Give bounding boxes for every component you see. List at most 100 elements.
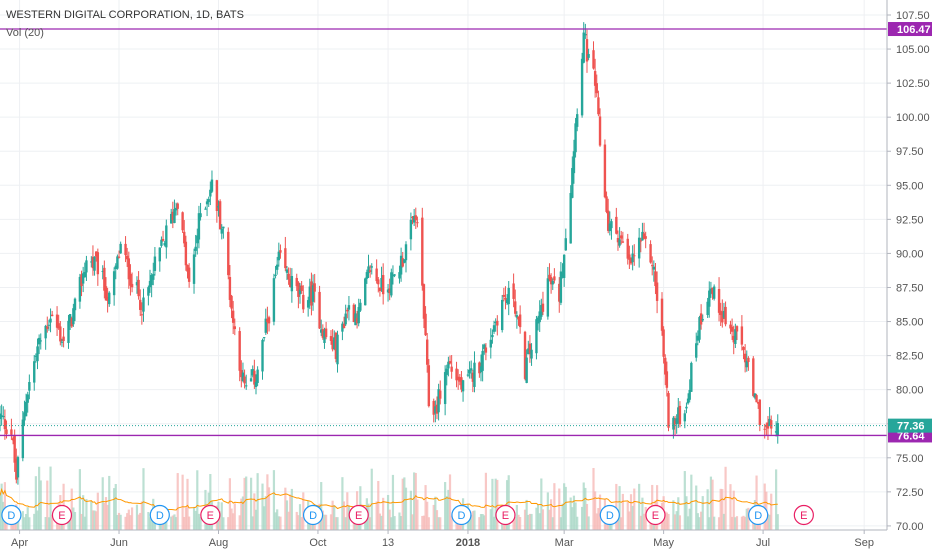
candle-body[interactable] (756, 401, 760, 404)
candle-body[interactable] (641, 231, 644, 241)
candle-body[interactable] (311, 285, 315, 302)
candle-body[interactable] (378, 287, 382, 292)
candle-body[interactable] (479, 366, 483, 373)
candle-body[interactable] (667, 393, 670, 428)
candle-body[interactable] (324, 328, 328, 338)
candle-body[interactable] (284, 248, 287, 269)
candle-body[interactable] (770, 420, 773, 429)
candle-body[interactable] (104, 286, 108, 301)
candle-body[interactable] (60, 341, 64, 343)
candle-body[interactable] (683, 413, 687, 422)
candle-body[interactable] (359, 302, 362, 311)
candle-body[interactable] (101, 270, 104, 272)
candle-body[interactable] (655, 282, 659, 301)
candle-body[interactable] (266, 318, 269, 323)
candle-body[interactable] (11, 438, 15, 441)
candle-body[interactable] (708, 290, 711, 307)
candle-body[interactable] (298, 289, 302, 295)
candle-body[interactable] (210, 179, 214, 192)
candle-body[interactable] (747, 357, 750, 363)
candle-body[interactable] (24, 401, 28, 417)
candle-body[interactable] (585, 39, 589, 62)
candle-body[interactable] (458, 377, 462, 382)
candle-body[interactable] (150, 274, 153, 286)
candle-body[interactable] (592, 50, 595, 69)
candle-body[interactable] (95, 251, 98, 257)
candle-body[interactable] (272, 278, 276, 322)
candle-body[interactable] (698, 317, 701, 340)
candle-body[interactable] (742, 347, 745, 350)
candle-body[interactable] (398, 272, 401, 279)
candle-body[interactable] (320, 329, 323, 333)
candle-body[interactable] (192, 254, 196, 284)
candle-body[interactable] (331, 339, 334, 350)
candle-body[interactable] (130, 283, 134, 288)
candle-body[interactable] (502, 294, 506, 297)
candle-body[interactable] (279, 250, 282, 253)
candle-body[interactable] (561, 272, 564, 277)
candle-body[interactable] (608, 223, 612, 232)
candle-body[interactable] (535, 319, 538, 354)
dividend-marker[interactable]: D (149, 504, 170, 526)
candle-body[interactable] (205, 201, 209, 205)
candle-body[interactable] (142, 297, 145, 312)
candle-body[interactable] (507, 287, 510, 305)
candle-body[interactable] (517, 316, 520, 320)
candle-body[interactable] (334, 332, 338, 359)
candle-body[interactable] (261, 340, 264, 372)
candle-body[interactable] (73, 298, 77, 311)
candle-body[interactable] (603, 144, 607, 198)
candle-body[interactable] (711, 287, 714, 295)
candle-body[interactable] (80, 274, 83, 287)
candle-body[interactable] (230, 295, 233, 309)
candle-body[interactable] (181, 212, 184, 231)
candle-body[interactable] (13, 435, 16, 463)
candle-body[interactable] (719, 310, 722, 316)
candle-body[interactable] (564, 238, 567, 251)
candle-body[interactable] (401, 258, 404, 267)
candle-body[interactable] (743, 353, 747, 363)
candle-body[interactable] (724, 306, 727, 325)
candle-body[interactable] (129, 273, 132, 286)
candle-body[interactable] (160, 239, 163, 246)
candle-body[interactable] (119, 243, 122, 254)
candle-body[interactable] (39, 340, 42, 342)
candle-body[interactable] (47, 324, 51, 326)
candle-body[interactable] (569, 193, 572, 244)
candle-body[interactable] (381, 275, 385, 295)
candle-body[interactable] (732, 335, 735, 343)
candle-body[interactable] (616, 237, 620, 243)
candle-body[interactable] (525, 357, 528, 383)
candle-body[interactable] (538, 311, 541, 323)
candle-body[interactable] (264, 318, 267, 333)
candle-body[interactable] (26, 394, 29, 403)
candle-body[interactable] (148, 280, 152, 288)
candle-body[interactable] (605, 196, 608, 212)
candle-body[interactable] (386, 289, 390, 293)
candle-body[interactable] (174, 207, 178, 211)
candle-body[interactable] (390, 272, 393, 296)
candle-body[interactable] (621, 241, 625, 243)
candle-body[interactable] (492, 325, 496, 332)
candle-body[interactable] (690, 362, 693, 392)
dividend-marker[interactable]: D (302, 504, 324, 526)
candle-body[interactable] (695, 343, 698, 358)
candle-body[interactable] (489, 339, 492, 348)
candle-body[interactable] (460, 377, 463, 390)
candle-body[interactable] (504, 297, 507, 300)
candle-body[interactable] (456, 376, 460, 381)
candle-body[interactable] (678, 405, 682, 425)
candle-body[interactable] (10, 429, 13, 435)
candle-body[interactable] (93, 256, 96, 271)
candle-body[interactable] (112, 271, 116, 296)
candle-body[interactable] (494, 321, 497, 323)
candle-body[interactable] (253, 370, 256, 385)
candle-body[interactable] (227, 231, 230, 276)
candle-body[interactable] (473, 362, 476, 387)
candle-body[interactable] (344, 313, 347, 325)
candle-body[interactable] (735, 326, 739, 332)
candle-body[interactable] (318, 291, 321, 329)
candle-body[interactable] (496, 320, 499, 326)
candle-body[interactable] (249, 378, 253, 382)
candle-body[interactable] (443, 372, 447, 405)
